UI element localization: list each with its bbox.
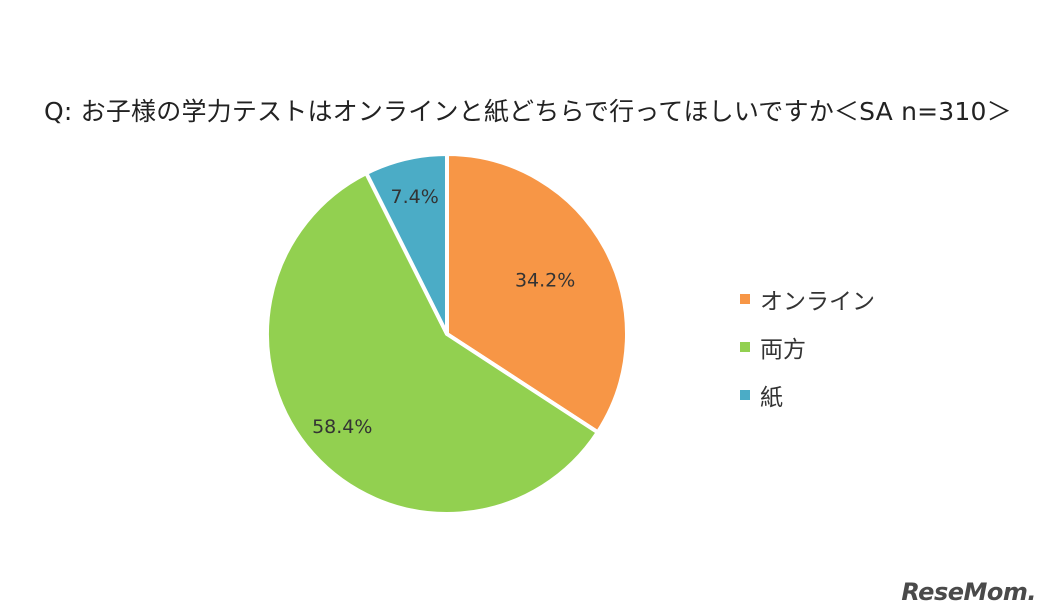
legend: オンライン 両方紙 [740,283,875,427]
slice-data-label: 34.2% [515,269,575,291]
legend-label: 両方 [760,337,806,363]
pie-slice-3 [364,152,449,336]
chart-title: Q: お子様の学力テストはオンラインと紙どちらで行ってほしいですか＜SA n=3… [44,97,1012,126]
legend-swatch [740,294,750,304]
legend-item: 両方 [740,331,875,363]
legend-swatch [740,342,750,352]
slice-data-label: 58.4% [312,416,372,438]
pie-slice-2 [265,171,600,516]
slice-data-label: 7.4% [391,186,439,208]
legend-swatch [740,390,750,400]
legend-item: オンライン [740,283,875,315]
legend-label: オンライン [760,289,875,315]
resemom-logo: ReseMom. [901,578,1036,606]
legend-label: 紙 [760,385,783,411]
legend-item: 紙 [740,379,875,411]
